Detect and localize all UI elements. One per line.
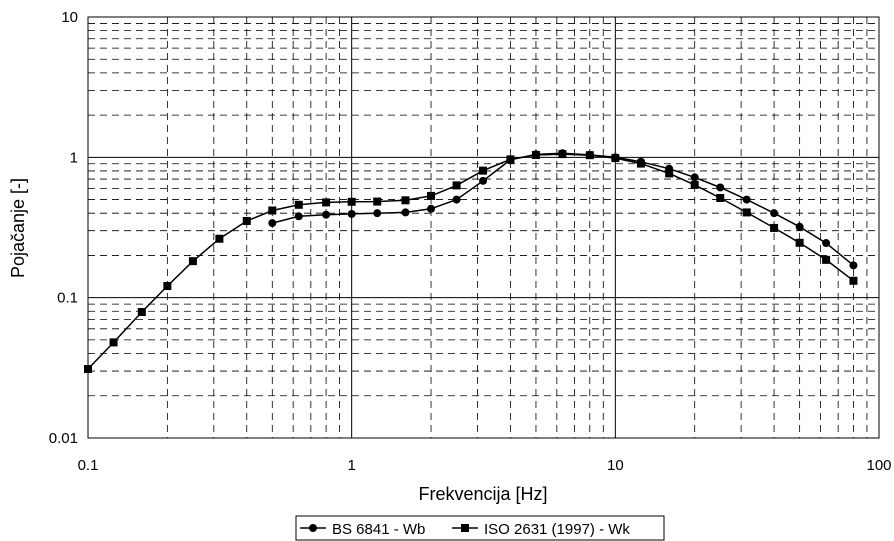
data-point-iso: [506, 155, 515, 164]
data-point-bs: [479, 176, 488, 185]
data-point-bs: [690, 173, 699, 182]
data-point-iso: [665, 169, 674, 178]
data-point-iso: [347, 197, 356, 206]
data-point-bs: [401, 208, 410, 217]
x-axis-title: Frekvencija [Hz]: [418, 484, 547, 504]
data-point-iso: [690, 180, 699, 189]
x-tick-label: 100: [866, 457, 891, 474]
x-tick-label: 10: [607, 457, 624, 474]
data-point-bs: [347, 209, 356, 218]
data-point-iso: [770, 223, 779, 232]
data-point-iso: [558, 150, 567, 159]
data-point-iso: [137, 308, 146, 317]
legend-box: [295, 515, 665, 541]
legend-marker-bs: [309, 524, 317, 532]
data-point-iso: [215, 234, 224, 243]
y-tick-label: 0.01: [49, 430, 78, 447]
data-point-iso: [401, 196, 410, 205]
data-point-bs: [770, 209, 779, 218]
x-tick-label: 1: [347, 457, 355, 474]
data-point-bs: [822, 239, 831, 248]
y-tick-label: 10: [61, 9, 78, 26]
data-point-bs: [294, 212, 303, 221]
data-point-iso: [742, 208, 751, 217]
legend: BS 6841 - Wb ISO 2631 (1997) - Wk: [295, 515, 665, 541]
data-point-iso: [268, 206, 277, 215]
data-point-iso: [84, 365, 92, 374]
data-point-bs: [268, 219, 277, 228]
y-tick-label: 0.1: [57, 290, 78, 307]
x-tick-label: 0.1: [78, 457, 99, 474]
legend-label-bs: BS 6841 - Wb: [332, 521, 425, 538]
data-point-bs: [452, 195, 461, 204]
series-line-iso: [87, 153, 854, 370]
data-point-iso: [611, 154, 620, 163]
data-point-bs: [795, 222, 804, 231]
y-axis-title: Pojačanje [-]: [8, 178, 28, 278]
legend-marker-iso: [461, 524, 469, 532]
plot-frame: [87, 16, 880, 439]
legend-label-iso: ISO 2631 (1997) - Wk: [484, 521, 630, 538]
data-point-iso: [294, 200, 303, 209]
data-point-bs: [373, 209, 382, 218]
data-point-iso: [427, 191, 436, 200]
data-point-iso: [479, 166, 488, 175]
data-point-iso: [109, 338, 118, 347]
data-point-bs: [716, 183, 725, 192]
data-point-iso: [585, 151, 594, 160]
data-point-iso: [822, 255, 831, 264]
data-point-iso: [452, 181, 461, 190]
data-point-iso: [188, 257, 197, 266]
data-point-iso: [373, 197, 382, 206]
data-point-bs: [742, 195, 751, 204]
data-point-iso: [531, 151, 540, 160]
data-point-iso: [716, 194, 725, 203]
data-point-iso: [163, 282, 172, 291]
data-point-bs: [849, 261, 858, 270]
data-point-iso: [795, 238, 804, 247]
data-point-iso: [636, 159, 645, 168]
data-point-iso: [242, 216, 251, 225]
y-tick-label: 1: [70, 149, 78, 166]
series-line-bs: [272, 152, 854, 266]
grid: [88, 17, 879, 438]
series-layer: [84, 149, 858, 374]
data-point-bs: [322, 210, 331, 219]
data-point-bs: [427, 204, 436, 213]
data-point-iso: [322, 198, 331, 207]
data-point-iso: [849, 276, 858, 285]
